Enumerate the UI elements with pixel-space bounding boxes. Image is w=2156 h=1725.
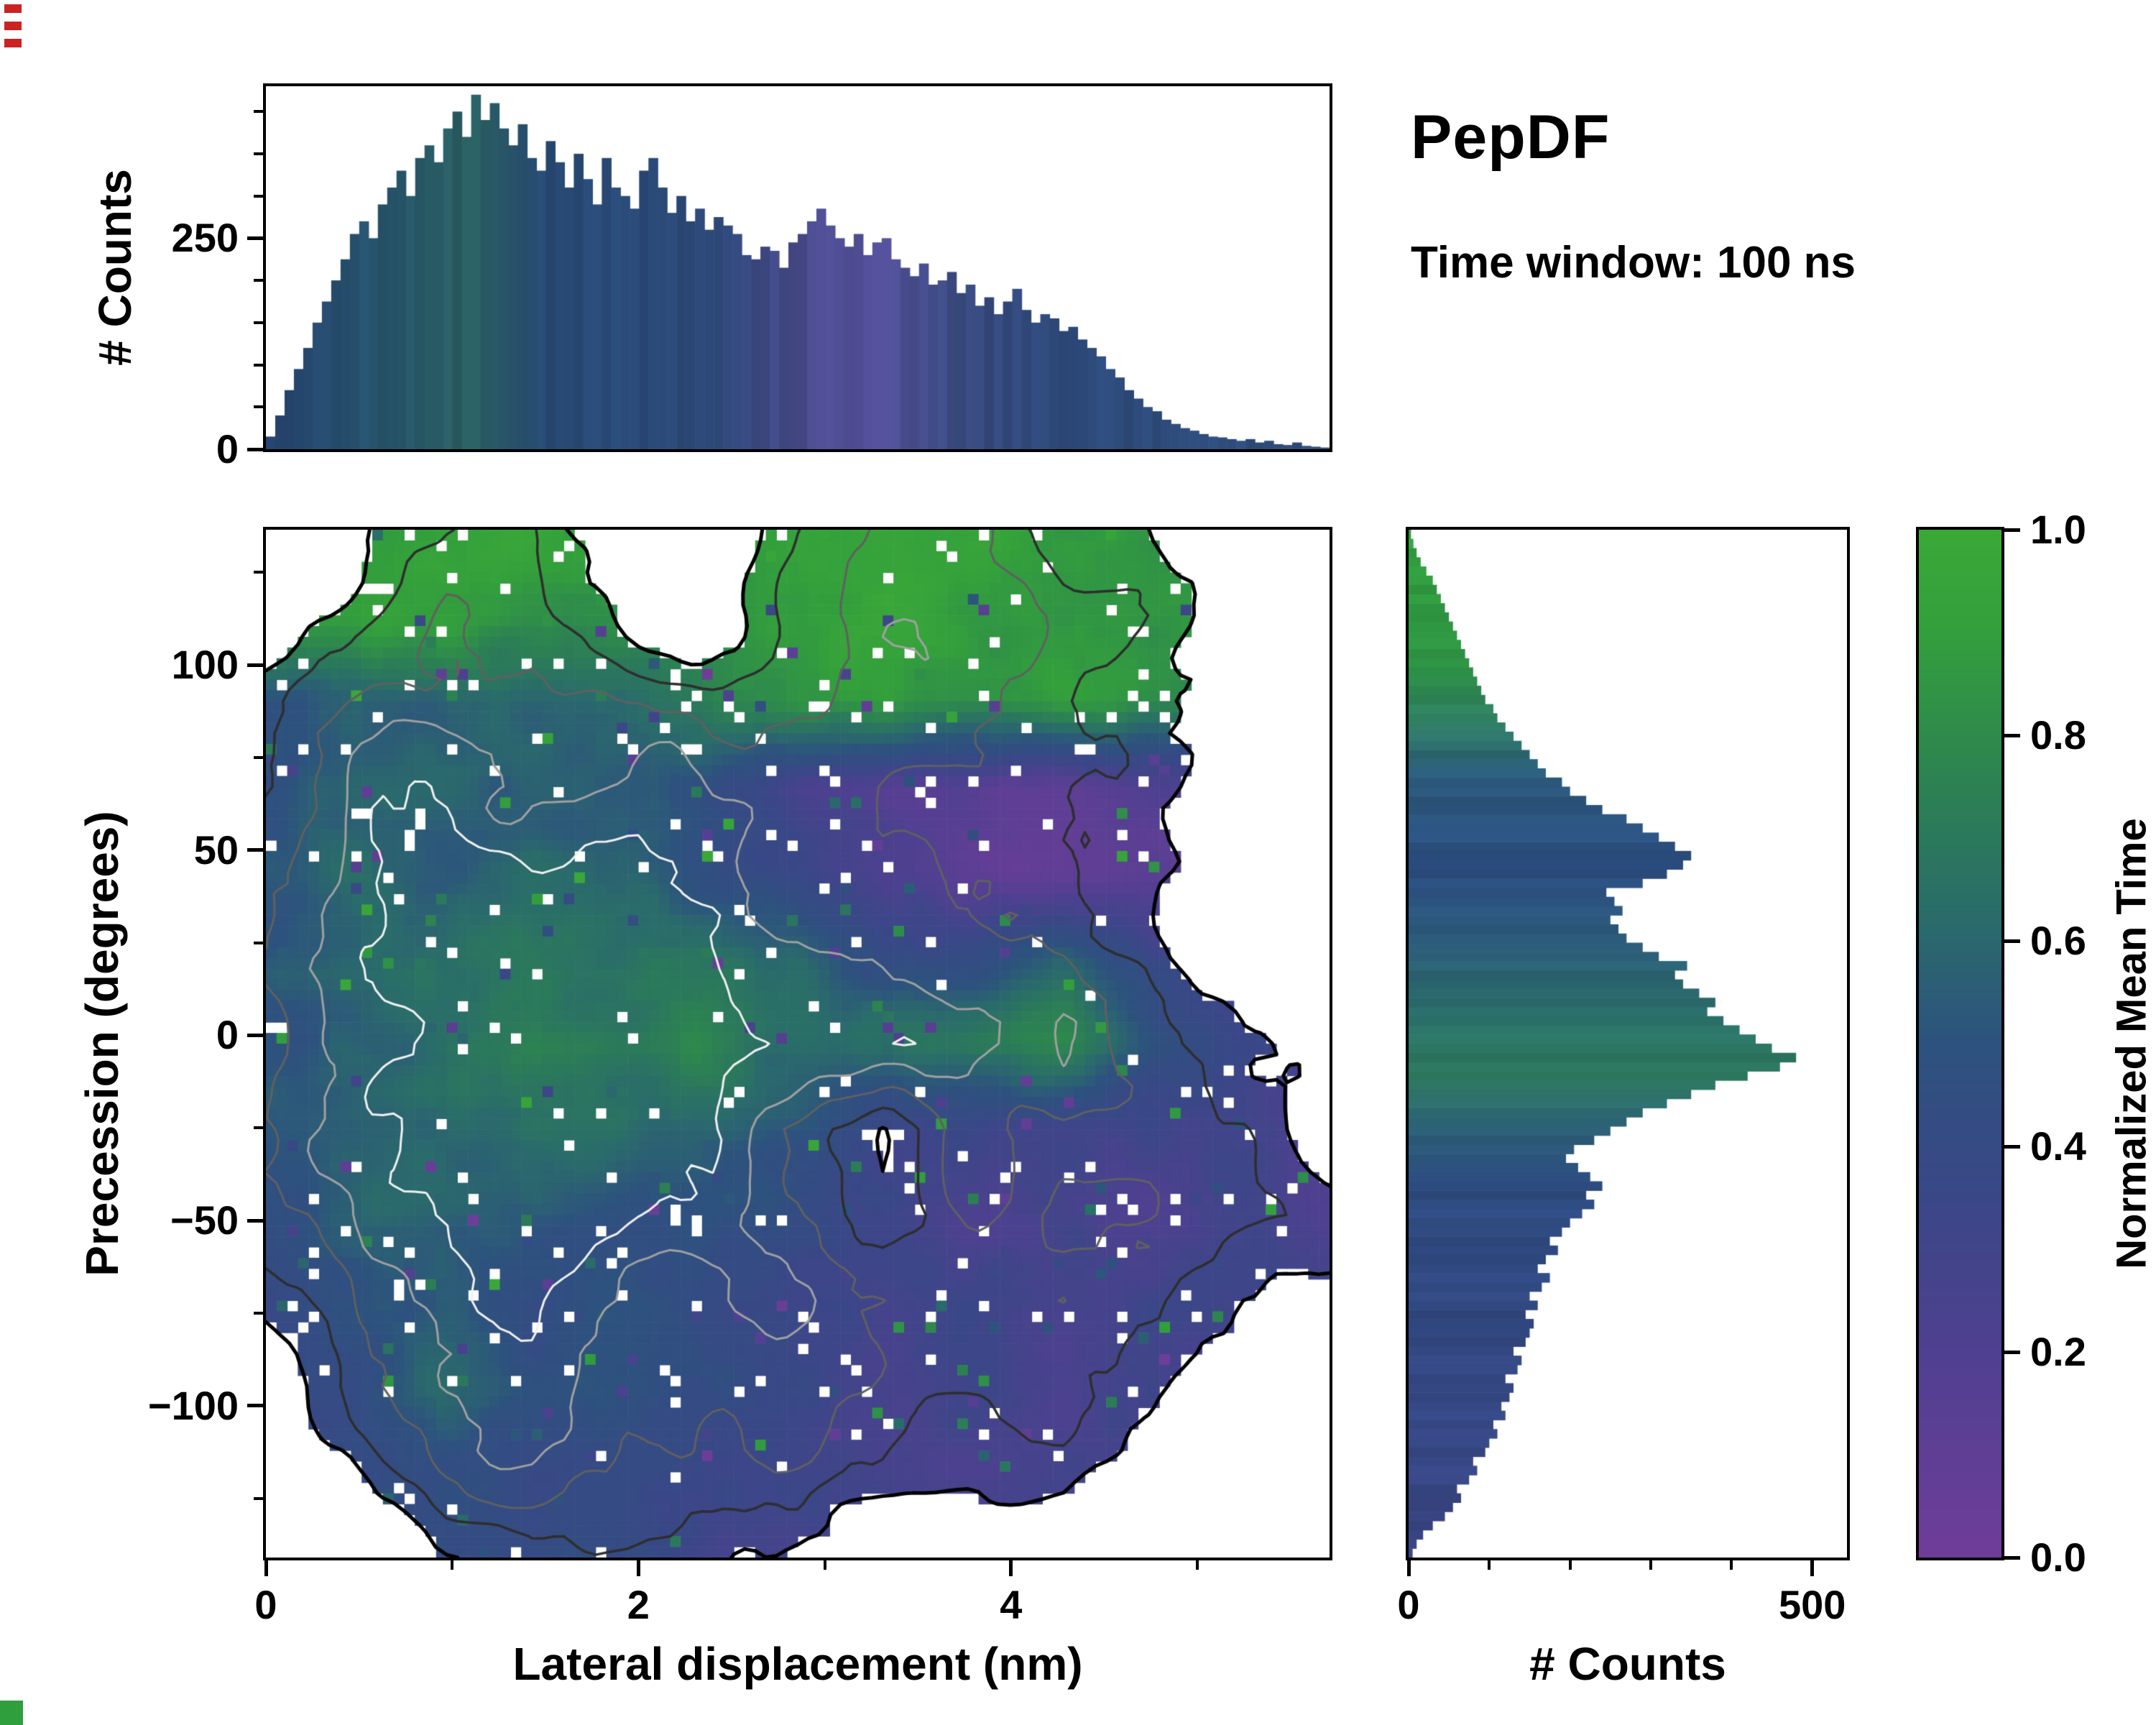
right-histogram-canvas <box>1409 530 1847 1558</box>
edge-artifact-green <box>0 1701 23 1725</box>
main-x-tick-label: 0 <box>254 1582 277 1627</box>
colorbar-tick <box>2004 1555 2020 1560</box>
main-x-tick <box>1009 1560 1013 1576</box>
colorbar-tick <box>2004 1144 2020 1149</box>
main-y-tick-label: −50 <box>170 1197 239 1243</box>
heatmap-canvas <box>266 530 1330 1558</box>
main-x-minor-tick <box>1195 1560 1199 1570</box>
top-hist-y-tick <box>247 236 263 240</box>
right-hist-x-minor-tick <box>1649 1560 1653 1570</box>
right-hist-x-minor-tick <box>1730 1560 1733 1570</box>
main-y-tick-label: −100 <box>147 1382 239 1428</box>
right-hist-x-minor-tick <box>1568 1560 1572 1570</box>
main-x-minor-tick <box>823 1560 826 1570</box>
main-y-tick <box>247 1218 263 1223</box>
main-y-minor-tick <box>254 1311 263 1315</box>
top-hist-y-minor-tick <box>254 279 263 282</box>
top-hist-y-tick-label: 0 <box>216 426 239 472</box>
colorbar-tick-label: 0.4 <box>2030 1123 2086 1169</box>
main-xlabel: Lateral displacement (nm) <box>512 1638 1083 1690</box>
top-marginal-histogram-panel <box>263 83 1332 452</box>
colorbar-tick <box>2004 733 2020 737</box>
colorbar-tick-label: 0.8 <box>2030 712 2086 758</box>
colorbar-tick-label: 0.2 <box>2030 1329 2086 1374</box>
main-y-minor-tick <box>254 755 263 759</box>
colorbar-panel <box>1916 527 2004 1560</box>
top-histogram-canvas <box>266 86 1330 449</box>
main-x-tick-label: 4 <box>1000 1582 1023 1627</box>
plot-title: PepDF <box>1411 103 1611 172</box>
top-hist-y-minor-tick <box>254 363 263 367</box>
right-hist-x-tick-label: 500 <box>1778 1582 1846 1627</box>
right-hist-x-minor-tick <box>1488 1560 1491 1570</box>
main-y-minor-tick <box>254 941 263 944</box>
colorbar-tick <box>2004 1350 2020 1354</box>
main-x-tick <box>264 1560 268 1576</box>
colorbar-tick <box>2004 528 2020 532</box>
top-hist-y-minor-tick <box>254 405 263 409</box>
right-hist-xlabel: # Counts <box>1529 1638 1726 1690</box>
main-x-tick-label: 2 <box>627 1582 650 1627</box>
main-y-tick-label: 0 <box>216 1012 239 1058</box>
main-x-tick <box>636 1560 640 1576</box>
top-hist-y-minor-tick <box>254 110 263 114</box>
top-hist-y-minor-tick <box>254 152 263 155</box>
main-y-tick <box>247 663 263 667</box>
main-x-minor-tick <box>451 1560 454 1570</box>
colorbar-tick-label: 0.0 <box>2030 1535 2086 1580</box>
right-hist-x-tick-label: 0 <box>1397 1582 1420 1627</box>
main-y-minor-tick <box>254 1496 263 1500</box>
top-hist-y-tick-label: 250 <box>171 215 239 261</box>
main-y-tick <box>247 1033 263 1037</box>
colorbar-tick-label: 0.6 <box>2030 918 2086 963</box>
top-hist-y-minor-tick <box>254 194 263 198</box>
right-hist-x-tick <box>1810 1560 1815 1576</box>
edge-artifact-red <box>4 4 22 52</box>
plot-subtitle: Time window: 100 ns <box>1411 238 1856 288</box>
top-hist-y-minor-tick <box>254 321 263 324</box>
colorbar-label: Normalized Mean Time <box>2108 818 2155 1269</box>
colorbar-canvas <box>1919 530 2001 1558</box>
main-y-minor-tick <box>254 1126 263 1130</box>
joint-heatmap-panel <box>263 527 1332 1560</box>
main-y-tick-label: 100 <box>171 642 239 688</box>
right-marginal-histogram-panel <box>1406 527 1850 1560</box>
colorbar-tick-label: 1.0 <box>2030 507 2086 552</box>
top-hist-ylabel: # Counts <box>89 169 141 366</box>
colorbar-tick <box>2004 939 2020 943</box>
right-hist-x-tick <box>1406 1560 1411 1576</box>
main-y-tick <box>247 1404 263 1408</box>
main-y-tick <box>247 848 263 852</box>
main-y-tick-label: 50 <box>193 827 239 873</box>
top-hist-y-tick <box>247 447 263 451</box>
main-y-minor-tick <box>254 571 263 574</box>
